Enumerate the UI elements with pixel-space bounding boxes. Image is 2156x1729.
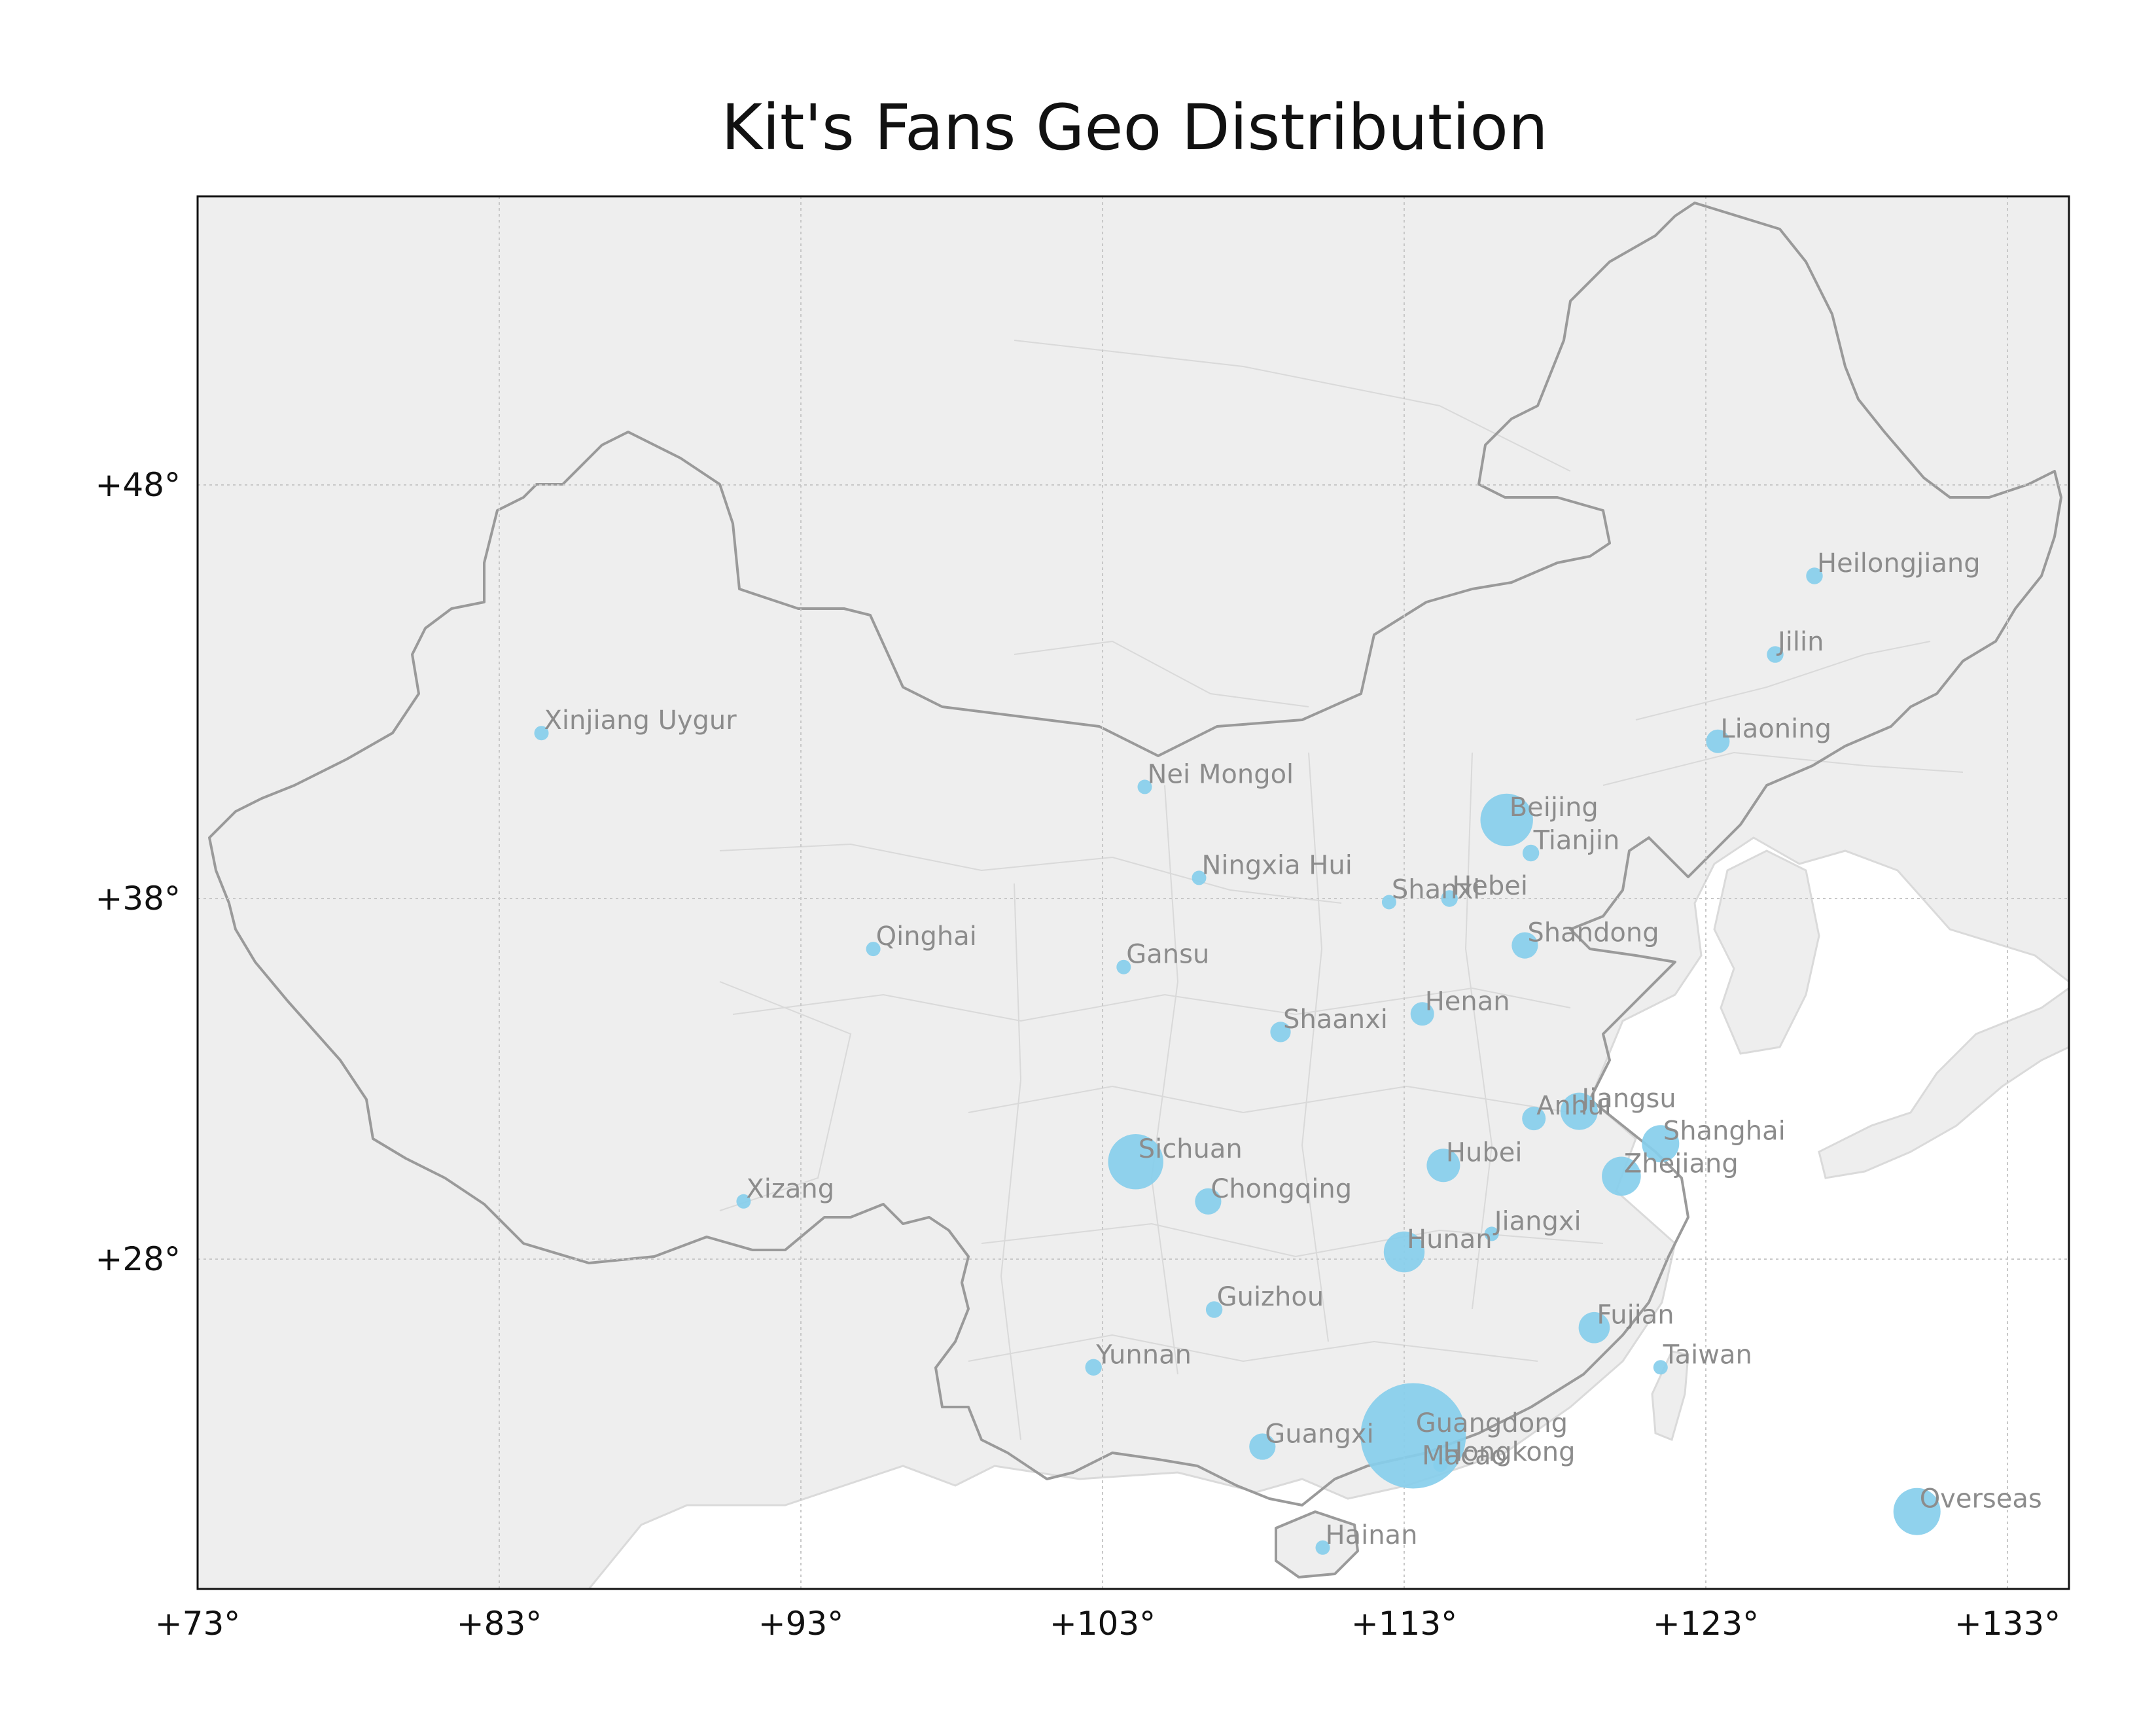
label-jilin: Jilin — [1776, 627, 1824, 657]
label-heilongjiang: Heilongjiang — [1817, 548, 1981, 579]
bubble-tianjin — [1522, 844, 1540, 862]
label-liaoning: Liaoning — [1720, 714, 1831, 744]
land-korea — [1713, 849, 1820, 1055]
map-area: Heilongjiang Jilin Liaoning Xinjiang Uygur N… — [198, 196, 2069, 1589]
label-overseas: Overseas — [1920, 1484, 2042, 1514]
label-shaanxi: Shaanxi — [1283, 1005, 1388, 1035]
x-tick-label: +123° — [1653, 1605, 1759, 1643]
bubble-hubei — [1426, 1149, 1460, 1183]
bubble-nei-mongol — [1137, 779, 1152, 794]
y-tick-label: +28° — [95, 1240, 181, 1278]
land-japan — [1818, 987, 2069, 1179]
bubble-shaanxi — [1270, 1022, 1291, 1043]
x-tick-label: +73° — [155, 1605, 241, 1643]
bubble-hebei — [1441, 890, 1458, 907]
plot-frame — [196, 195, 2070, 1590]
bubble-shanghai — [1642, 1125, 1680, 1163]
label-hunan: Hunan — [1407, 1224, 1493, 1255]
bubble-chongqing — [1195, 1188, 1222, 1215]
label-tianjin: Tianjin — [1533, 826, 1620, 856]
label-qinghai: Qinghai — [876, 921, 977, 952]
label-shandong: Shandong — [1527, 918, 1659, 948]
x-tick-label: +83° — [457, 1605, 542, 1643]
y-axis-ticks: +28° +38° +48° — [95, 466, 181, 1278]
label-guizhou: Guizhou — [1217, 1282, 1324, 1312]
label-jiangxi: Jiangxi — [1493, 1206, 1582, 1236]
label-chongqing: Chongqing — [1211, 1174, 1352, 1204]
label-hongkong: Hongkong — [1443, 1437, 1575, 1467]
label-zhejiang: Zhejiang — [1624, 1149, 1739, 1179]
label-taiwan: Taiwan — [1663, 1340, 1752, 1370]
label-hubei: Hubei — [1446, 1138, 1523, 1168]
bubble-shanxi — [1381, 895, 1396, 910]
bubble-guangxi — [1249, 1433, 1276, 1460]
label-guangdong: Guangdong — [1416, 1408, 1568, 1438]
label-xizang: Xizang — [746, 1174, 834, 1204]
label-yunnan: Yunnan — [1095, 1340, 1192, 1370]
bubble-gansu — [1116, 959, 1131, 974]
label-macao: Macao — [1422, 1441, 1507, 1471]
bubble-hunan — [1383, 1231, 1425, 1273]
label-layer: Heilongjiang Jilin Liaoning Xinjiang Uygur N… — [544, 548, 2042, 1550]
label-hebei: Hebei — [1452, 871, 1528, 901]
bubble-hainan — [1315, 1540, 1330, 1555]
label-guangxi: Guangxi — [1265, 1419, 1373, 1450]
bubble-zhejiang — [1602, 1156, 1641, 1196]
chart-title: Kit's Fans Geo Distribution — [721, 91, 1548, 164]
bubble-henan — [1410, 1002, 1434, 1026]
label-henan: Henan — [1425, 986, 1510, 1016]
bubble-taiwan — [1653, 1360, 1668, 1375]
x-tick-label: +93° — [758, 1605, 844, 1643]
bubble-hongkong — [1433, 1457, 1448, 1472]
x-tick-label: +113° — [1351, 1605, 1457, 1643]
label-anhui: Anhui — [1536, 1091, 1612, 1121]
hainan-border — [1275, 1510, 1359, 1578]
label-fujian: Fujian — [1597, 1300, 1674, 1330]
bubble-overseas — [1893, 1488, 1941, 1535]
bubble-qinghai — [866, 942, 881, 957]
bubble-sichuan — [1108, 1134, 1163, 1190]
bubble-guizhou — [1205, 1301, 1223, 1318]
x-tick-label: +103° — [1050, 1605, 1156, 1643]
bubble-xinjiang-uygur — [534, 726, 549, 741]
bubble-yunnan — [1085, 1359, 1102, 1376]
y-tick-label: +38° — [95, 880, 181, 918]
label-xinjiang-uygur: Xinjiang Uygur — [544, 705, 737, 736]
label-sichuan: Sichuan — [1139, 1134, 1243, 1164]
bubble-jiangxi — [1484, 1226, 1499, 1241]
label-nei-mongol: Nei Mongol — [1148, 759, 1294, 789]
y-tick-label: +48° — [95, 466, 181, 504]
x-axis-ticks: +73° +83° +93° +103° +113° +123° +133° — [155, 1605, 2060, 1643]
label-jiangsu: Jiangsu — [1580, 1084, 1676, 1114]
label-shanxi: Shanxi — [1392, 875, 1480, 905]
bubble-jiangsu — [1560, 1092, 1598, 1130]
bubble-jilin — [1767, 646, 1784, 663]
bubble-liaoning — [1706, 729, 1730, 753]
bubble-xizang — [736, 1194, 751, 1209]
china-border — [208, 202, 2062, 1506]
x-tick-label: +133° — [1954, 1605, 2060, 1643]
land-asia — [198, 196, 2069, 1589]
bubble-beijing — [1480, 793, 1533, 847]
bubble-ningxia-hui — [1192, 870, 1207, 885]
bubble-shandong — [1511, 932, 1538, 959]
label-gansu: Gansu — [1126, 940, 1209, 970]
bubble-anhui — [1522, 1107, 1546, 1131]
graticule — [198, 196, 2069, 1589]
label-ningxia-hui: Ningxia Hui — [1202, 850, 1352, 880]
bubble-fujian — [1578, 1311, 1610, 1344]
bubble-layer — [534, 567, 1941, 1555]
bubble-heilongjiang — [1806, 567, 1823, 584]
label-beijing: Beijing — [1510, 793, 1599, 823]
land-taiwan — [1651, 1350, 1689, 1442]
label-hainan: Hainan — [1326, 1520, 1418, 1550]
label-shanghai: Shanghai — [1663, 1116, 1786, 1147]
